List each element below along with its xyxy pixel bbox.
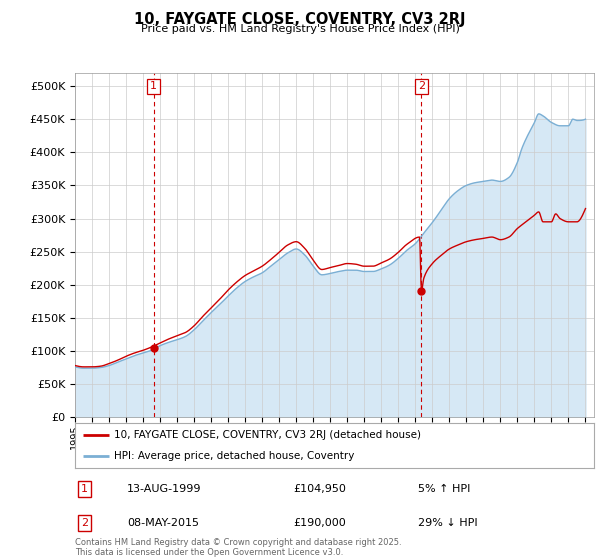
Text: 1: 1 [81,484,88,494]
Text: 2: 2 [418,81,425,91]
Text: 1: 1 [150,81,157,91]
Text: HPI: Average price, detached house, Coventry: HPI: Average price, detached house, Cove… [114,450,354,460]
Text: £104,950: £104,950 [293,484,346,494]
Text: 5% ↑ HPI: 5% ↑ HPI [418,484,470,494]
Text: Contains HM Land Registry data © Crown copyright and database right 2025.
This d: Contains HM Land Registry data © Crown c… [75,538,401,557]
Text: 29% ↓ HPI: 29% ↓ HPI [418,519,477,528]
Text: 10, FAYGATE CLOSE, COVENTRY, CV3 2RJ: 10, FAYGATE CLOSE, COVENTRY, CV3 2RJ [134,12,466,27]
Text: 08-MAY-2015: 08-MAY-2015 [127,519,199,528]
Text: 13-AUG-1999: 13-AUG-1999 [127,484,202,494]
Text: 10, FAYGATE CLOSE, COVENTRY, CV3 2RJ (detached house): 10, FAYGATE CLOSE, COVENTRY, CV3 2RJ (de… [114,430,421,440]
Text: £190,000: £190,000 [293,519,346,528]
Text: 2: 2 [81,519,88,528]
Text: Price paid vs. HM Land Registry's House Price Index (HPI): Price paid vs. HM Land Registry's House … [140,24,460,34]
